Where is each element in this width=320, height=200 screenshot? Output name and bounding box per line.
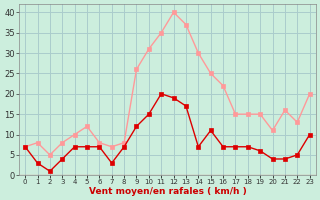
X-axis label: Vent moyen/en rafales ( km/h ): Vent moyen/en rafales ( km/h ) (89, 187, 246, 196)
